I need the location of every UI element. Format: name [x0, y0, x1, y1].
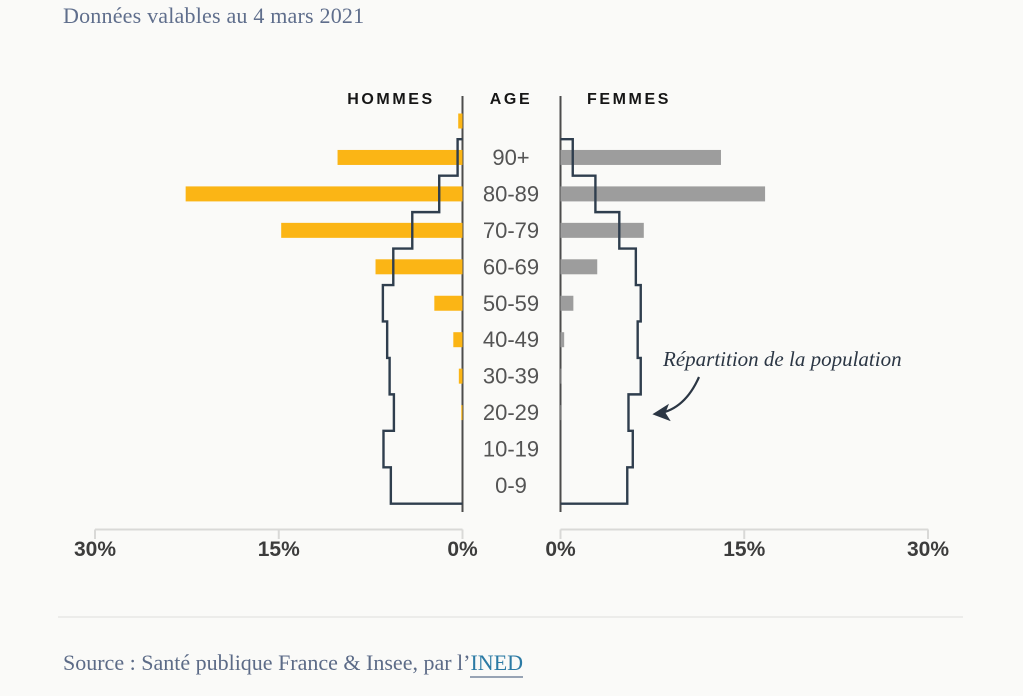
age-label-80-89: 80-89	[483, 181, 539, 206]
age-label-10-19: 10-19	[483, 437, 539, 462]
age-label-30-39: 30-39	[483, 364, 539, 389]
axis-tick-label-femmes-30%: 30%	[907, 538, 949, 561]
bar-femmes-70-79	[560, 222, 644, 238]
pyramid-chart: 90+ 80-89 70-79 60-69 50-59 40-49 30-39 20-29 10…	[74, 91, 949, 561]
bar-femmes-80-89	[560, 186, 766, 202]
pyramid-svg: 90+ 80-89 70-79 60-69 50-59 40-49 30-39 20-29 10…	[74, 91, 949, 561]
ined-link[interactable]: INED	[470, 650, 524, 678]
bar-femmes-90+	[560, 149, 721, 165]
bar-femmes-40-49	[560, 332, 565, 348]
age-label-50-59: 50-59	[483, 291, 539, 316]
age-header: AGE	[490, 91, 532, 108]
source-text: Source : Santé publique France & Insee, …	[63, 650, 471, 675]
axis-tick-label-femmes-0%: 0%	[545, 538, 576, 561]
bar-hommes-70-79	[281, 222, 463, 238]
bar-femmes-30-39	[560, 368, 562, 384]
age-label-60-69: 60-69	[483, 254, 539, 279]
bar-femmes-60-69	[560, 259, 598, 275]
bars-layer	[185, 113, 766, 421]
axis-tick-label-femmes-15%: 15%	[723, 538, 765, 561]
age-label-90+: 90+	[492, 145, 529, 170]
bar-hommes-80-89	[185, 186, 463, 202]
population-outline-label: Répartition de la population	[662, 347, 902, 371]
bar-hommes-40-49	[453, 332, 463, 348]
tick-labels-layer: 30% 15% 0% 0% 15% 30%	[74, 538, 949, 561]
population-outline-femmes	[560, 138, 642, 505]
axis-tick-label-hommes-0%: 0%	[447, 538, 478, 561]
axis-tick-label-hommes-30%: 30%	[74, 538, 116, 561]
bar-femmes-50-59	[560, 295, 574, 311]
population-outline-hommes	[381, 138, 463, 505]
page-title: Données valables au 4 mars 2021	[63, 3, 365, 28]
divider	[58, 616, 963, 618]
femmes-header: FEMMES	[587, 91, 671, 108]
age-label-0-9: 0-9	[495, 473, 527, 498]
bar-hommes-20-29	[461, 405, 463, 421]
source-line: Source : Santé publique France & Insee, …	[63, 650, 524, 678]
axis-tick-label-hommes-15%: 15%	[258, 538, 300, 561]
bar-hommes-60-69	[375, 259, 463, 275]
outline-layer	[381, 138, 642, 505]
age-label-40-49: 40-49	[483, 327, 539, 352]
age-labels-layer: 90+ 80-89 70-79 60-69 50-59 40-49 30-39 20-29 10…	[483, 145, 539, 498]
bar-hommes-50-59	[434, 295, 463, 311]
bar-hommes-90+	[337, 149, 463, 165]
bar-hommes-30-39	[458, 368, 463, 384]
bar-hommes-top	[458, 113, 463, 129]
age-label-70-79: 70-79	[483, 218, 539, 243]
bar-femmes-20-29	[560, 405, 562, 421]
annotation-arrow-icon	[652, 376, 701, 422]
hommes-header: HOMMES	[347, 91, 435, 108]
age-label-20-29: 20-29	[483, 400, 539, 425]
